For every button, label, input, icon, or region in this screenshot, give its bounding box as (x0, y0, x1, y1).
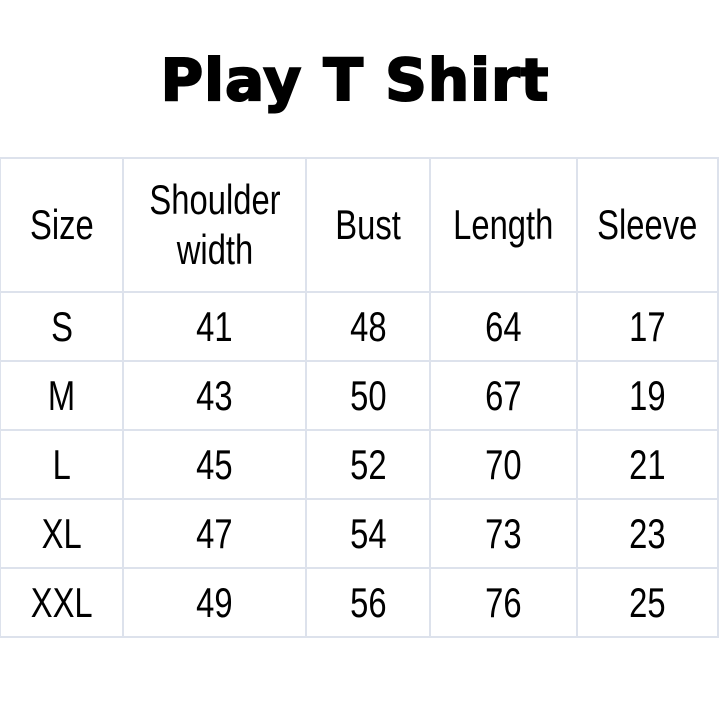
table-cell: 45 (122, 429, 308, 500)
page-title: Play T Shirt (160, 45, 550, 115)
header-cell: Length (429, 157, 578, 293)
table-cell: 19 (575, 360, 720, 431)
table-row: XXL 49 56 76 25 (0, 567, 720, 638)
header-cell: Bust (305, 157, 432, 293)
table-cell: 23 (575, 498, 720, 569)
table-cell: 21 (575, 429, 720, 500)
table-cell: 76 (429, 567, 578, 638)
size-chart-table: Size Shoulder width Bust Length Sleeve S… (0, 157, 720, 638)
table-row: L 45 52 70 21 (0, 429, 720, 500)
table-cell: 48 (305, 291, 432, 362)
table-row: S 41 48 64 17 (0, 291, 720, 362)
table-cell: 67 (429, 360, 578, 431)
table-cell: 41 (122, 291, 308, 362)
table-cell: 64 (429, 291, 578, 362)
header-cell: Sleeve (575, 157, 720, 293)
table-row: XL 47 54 73 23 (0, 498, 720, 569)
table-cell: 52 (305, 429, 432, 500)
table-cell: S (0, 291, 125, 362)
table-cell: 70 (429, 429, 578, 500)
table-cell: 54 (305, 498, 432, 569)
header-row: Size Shoulder width Bust Length Sleeve (0, 157, 720, 293)
table-cell: M (0, 360, 125, 431)
table-row: M 43 50 67 19 (0, 360, 720, 431)
table-cell: 50 (305, 360, 432, 431)
table-cell: L (0, 429, 125, 500)
table-cell: 43 (122, 360, 308, 431)
table-cell: XXL (0, 567, 125, 638)
table-cell: 47 (122, 498, 308, 569)
header-cell: Size (0, 157, 125, 293)
table-cell: XL (0, 498, 125, 569)
table-cell: 73 (429, 498, 578, 569)
table-cell: 25 (575, 567, 720, 638)
table-cell: 17 (575, 291, 720, 362)
table-cell: 49 (122, 567, 308, 638)
header-cell: Shoulder width (122, 157, 308, 293)
table-cell: 56 (305, 567, 432, 638)
